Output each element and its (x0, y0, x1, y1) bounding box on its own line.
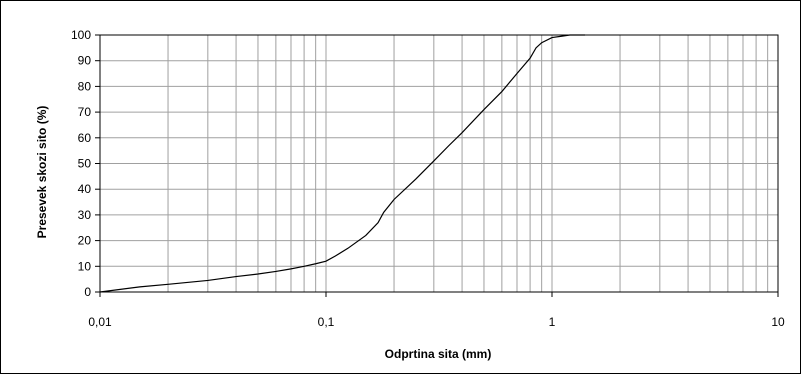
x-tick-label: 0,1 (318, 315, 335, 329)
y-tick-label: 70 (78, 105, 92, 119)
y-axis-title: Presevek skozi sito (%) (35, 106, 49, 239)
x-tick-label: 1 (549, 315, 556, 329)
y-tick-label: 0 (84, 285, 91, 299)
y-tick-label: 20 (78, 234, 92, 248)
plot-area-border (99, 34, 779, 293)
vertical-gridlines (99, 35, 769, 292)
y-tick-label: 90 (78, 54, 92, 68)
horizontal-gridlines (95, 34, 778, 293)
y-tick-labels: 0 10 20 30 40 50 60 70 80 90 100 (71, 28, 91, 299)
y-tick-label: 10 (78, 259, 92, 273)
y-tick-label: 60 (78, 131, 92, 145)
y-tick-label: 30 (78, 208, 92, 222)
x-tick-label: 0,01 (88, 315, 112, 329)
y-tick-label: 40 (78, 182, 92, 196)
x-axis-title: Odprtina sita (mm) (385, 347, 492, 361)
grading-curve (99, 34, 586, 293)
y-tick-label: 80 (78, 79, 92, 93)
x-tick-labels: 0,01 0,1 1 10 (88, 292, 785, 329)
x-tick-label: 10 (771, 315, 785, 329)
y-tick-label: 100 (71, 28, 91, 42)
y-tick-label: 50 (78, 157, 92, 171)
